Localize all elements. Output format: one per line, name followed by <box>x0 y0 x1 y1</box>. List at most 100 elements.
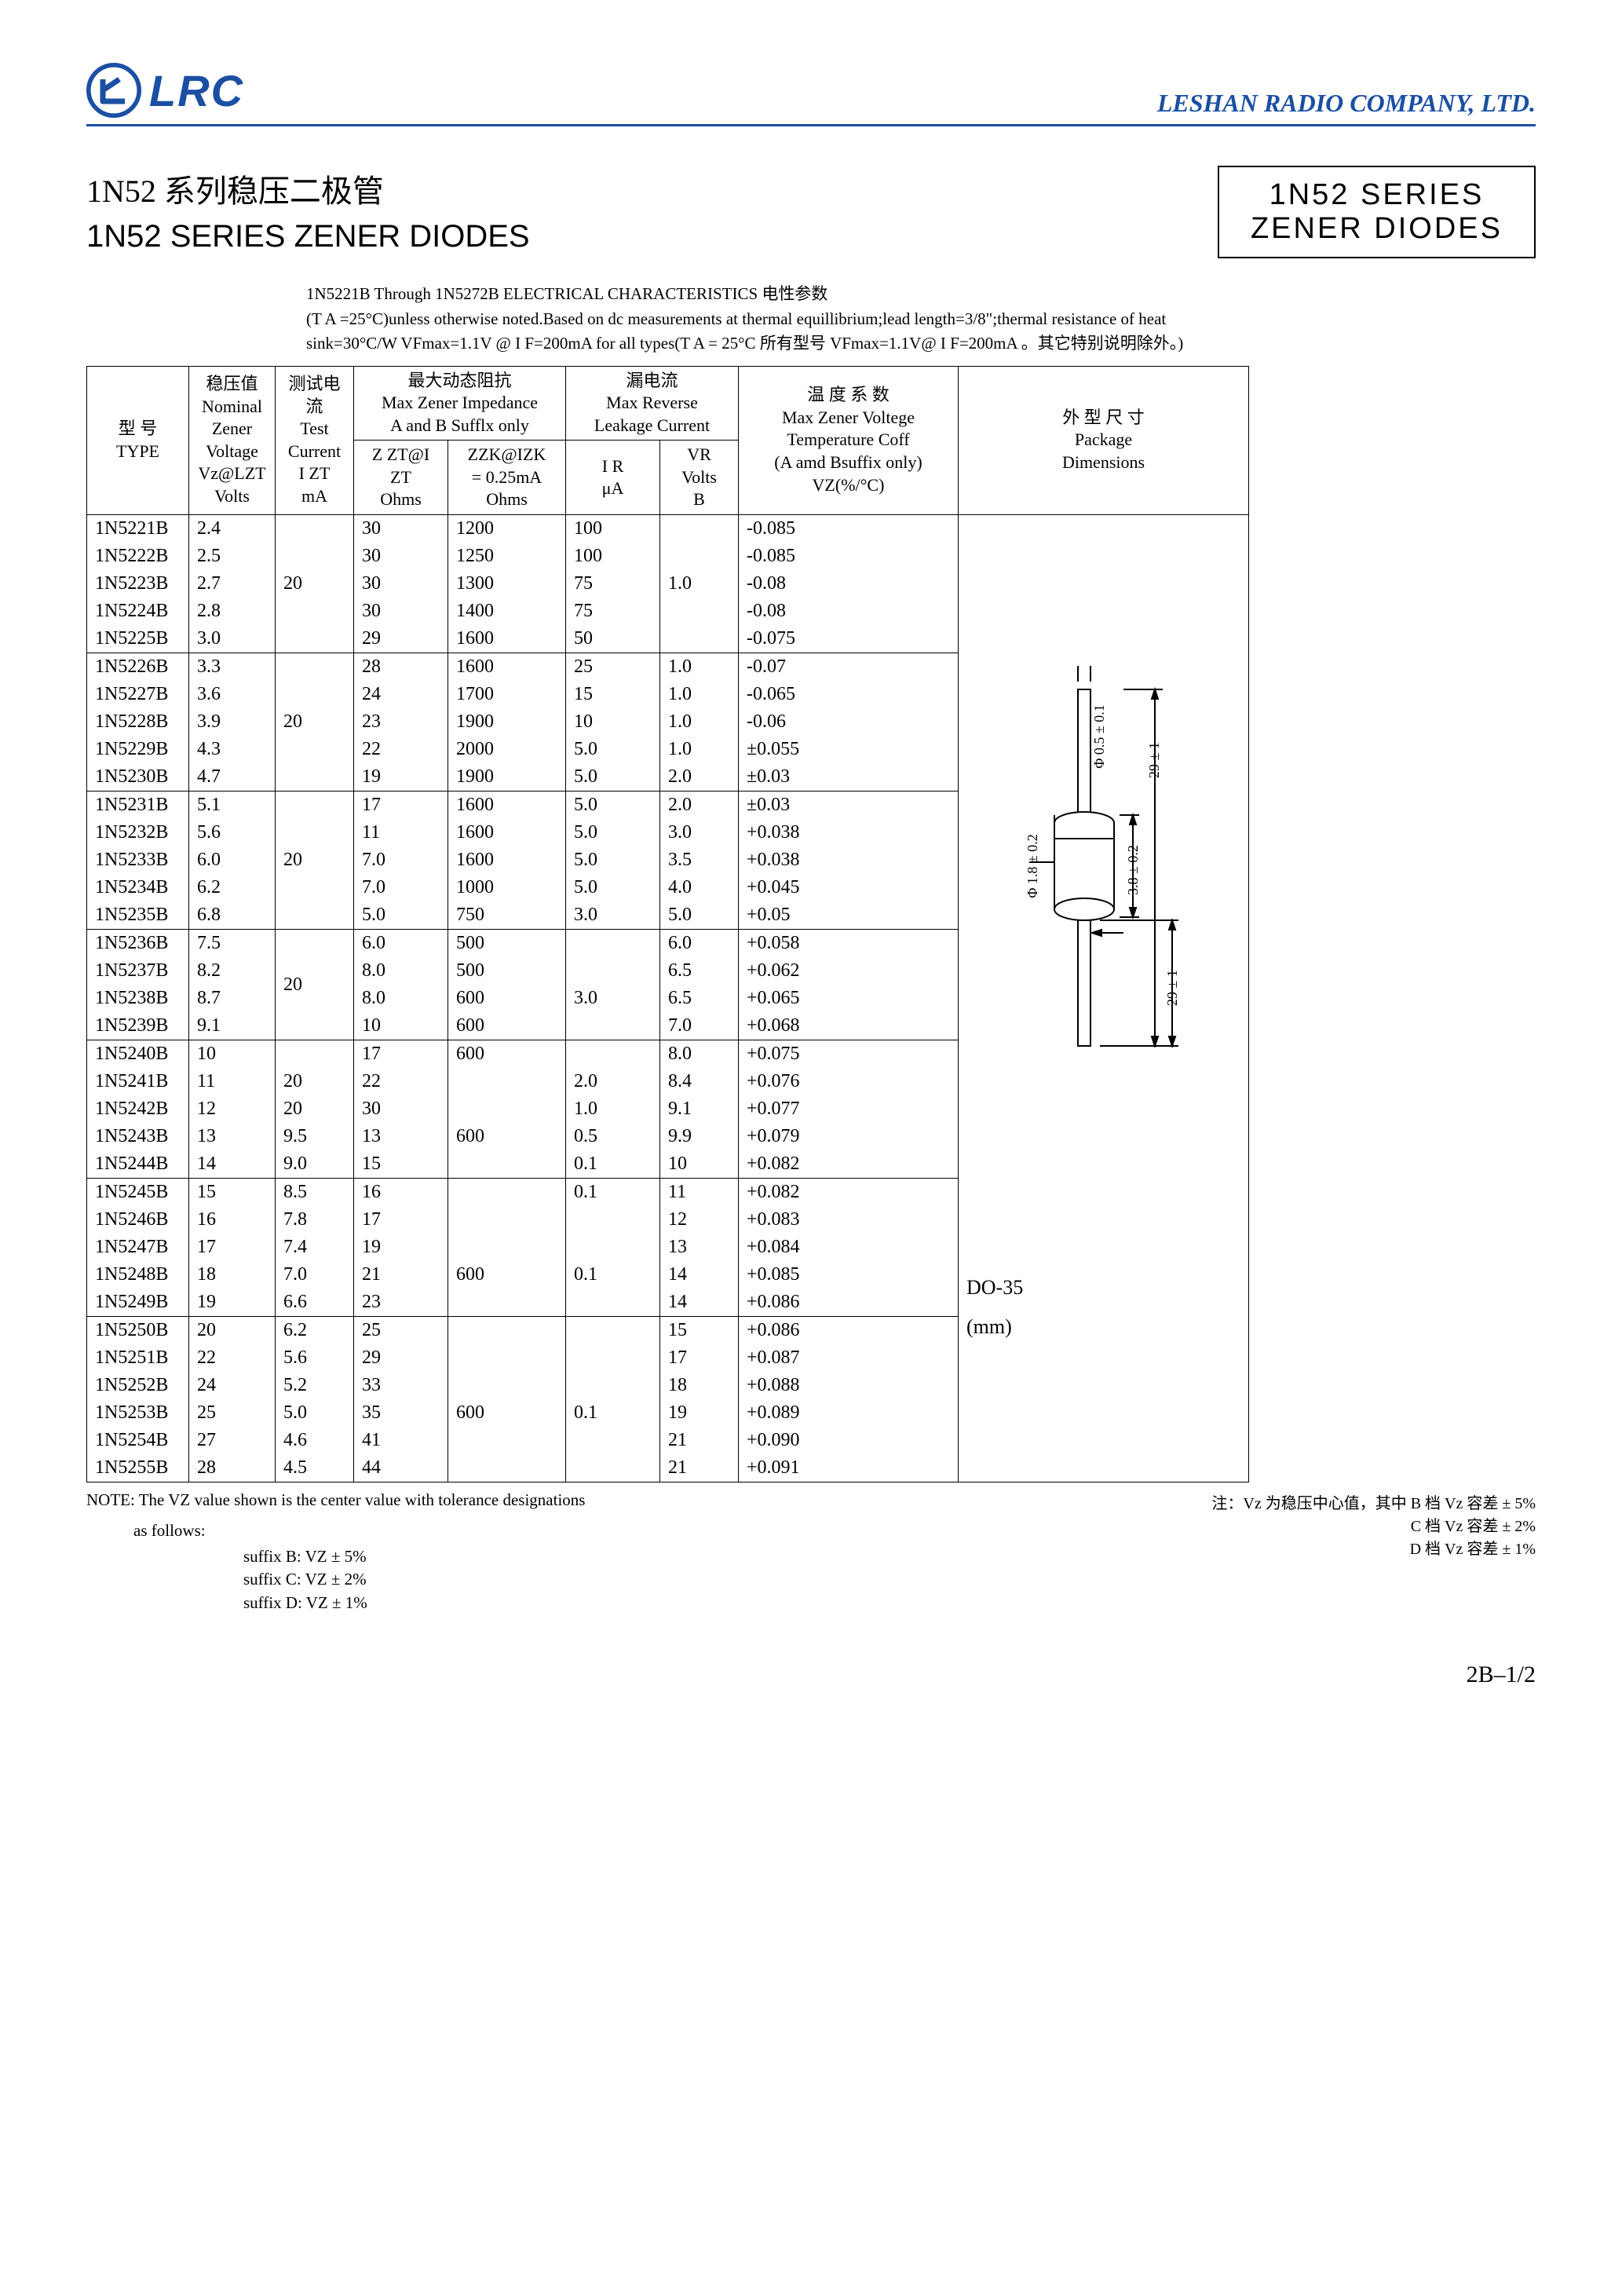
cell-tc: -0.08 <box>739 570 959 598</box>
table-row: 1N5221B 2.4 20 30 1200 100 -0.085 <box>87 515 1249 543</box>
cell-vr: 6.5 <box>660 985 739 1012</box>
cell-izt: 6.6 <box>276 1289 354 1317</box>
header-pkg: 外 型 尺 寸PackageDimensions <box>959 366 1249 515</box>
intro-line-1: 1N5221B Through 1N5272B ELECTRICAL CHARA… <box>306 282 1536 307</box>
cell-vz: 12 <box>189 1095 276 1123</box>
suffix-b: suffix B: VZ ± 5% <box>243 1545 1211 1568</box>
cell-ir: 50 <box>566 625 660 653</box>
series-line-1: 1N52 SERIES <box>1251 178 1503 212</box>
cell-zzt: 35 <box>354 1399 448 1427</box>
cell-vr: 8.4 <box>660 1068 739 1095</box>
cell-vz: 24 <box>189 1372 276 1399</box>
cell-tc: +0.038 <box>739 819 959 846</box>
header-izt: 测试电流TestCurrentI ZTmA <box>276 366 354 515</box>
intro-text: 1N5221B Through 1N5272B ELECTRICAL CHARA… <box>306 282 1536 356</box>
cell-ir: 100 <box>566 515 660 543</box>
cell-tc: +0.091 <box>739 1454 959 1483</box>
cell-vr: 9.1 <box>660 1095 739 1123</box>
cell-zzk: 1900 <box>448 763 566 792</box>
cell-zzk: 1600 <box>448 792 566 820</box>
cell-ir <box>566 1012 660 1040</box>
package-diagram: 29 ± 1 3.8 ± 0.2 29 ± 1 Φ 1.8 ± 0.2 Φ 0.… <box>966 658 1202 1255</box>
cell-izt: 20 <box>276 1068 354 1095</box>
cell-izt: 4.5 <box>276 1454 354 1483</box>
cell-zzk: 600 <box>448 1399 566 1427</box>
cell-zzk <box>448 1068 566 1095</box>
cell-zzt: 22 <box>354 1068 448 1095</box>
cell-type: 1N5223B <box>87 570 189 598</box>
cell-ir: 25 <box>566 653 660 682</box>
cell-zzk: 500 <box>448 930 566 958</box>
cell-vz: 4.7 <box>189 763 276 792</box>
cell-tc: -0.085 <box>739 515 959 543</box>
cell-vr: 6.5 <box>660 957 739 985</box>
cell-ir: 5.0 <box>566 736 660 763</box>
cell-ir: 75 <box>566 598 660 625</box>
cell-vr: 21 <box>660 1454 739 1483</box>
cell-zzt: 22 <box>354 736 448 763</box>
cell-zzk <box>448 1206 566 1234</box>
cell-zzt: 6.0 <box>354 930 448 958</box>
cell-zzk: 750 <box>448 901 566 930</box>
cell-vz: 20 <box>189 1317 276 1345</box>
cell-type: 1N5243B <box>87 1123 189 1150</box>
svg-text:29 ± 1: 29 ± 1 <box>1146 742 1162 778</box>
cell-tc: -0.085 <box>739 543 959 570</box>
cell-ir <box>566 1317 660 1345</box>
cell-tc: -0.065 <box>739 681 959 708</box>
cell-vr: 1.0 <box>660 736 739 763</box>
cell-ir: 100 <box>566 543 660 570</box>
cell-type: 1N5239B <box>87 1012 189 1040</box>
suffix-d: suffix D: VZ ± 1% <box>243 1592 1211 1614</box>
cell-vr: 9.9 <box>660 1123 739 1150</box>
cell-zzt: 30 <box>354 1095 448 1123</box>
cell-ir: 3.0 <box>566 901 660 930</box>
cell-izt <box>276 1040 354 1069</box>
cell-zzk: 1600 <box>448 846 566 874</box>
cell-vz: 10 <box>189 1040 276 1069</box>
cell-type: 1N5251B <box>87 1344 189 1372</box>
cell-izt: 4.6 <box>276 1427 354 1454</box>
cell-zzt: 17 <box>354 1206 448 1234</box>
cell-zzt: 33 <box>354 1372 448 1399</box>
cell-vr: 14 <box>660 1289 739 1317</box>
cell-vz: 2.7 <box>189 570 276 598</box>
cell-type: 1N5253B <box>87 1399 189 1427</box>
cell-type: 1N5248B <box>87 1261 189 1289</box>
cell-zzt: 41 <box>354 1427 448 1454</box>
cell-tc: +0.082 <box>739 1150 959 1179</box>
cell-ir <box>566 1206 660 1234</box>
cell-tc: +0.090 <box>739 1427 959 1454</box>
cell-zzk: 1250 <box>448 543 566 570</box>
cell-zzt: 17 <box>354 1040 448 1069</box>
footnote-left: NOTE: The VZ value shown is the center v… <box>86 1490 1211 1614</box>
cell-ir: 0.1 <box>566 1261 660 1289</box>
cell-zzt: 7.0 <box>354 874 448 901</box>
cell-izt: 5.0 <box>276 1399 354 1427</box>
cell-vz: 5.6 <box>189 819 276 846</box>
cell-vr <box>660 515 739 543</box>
cell-type: 1N5229B <box>87 736 189 763</box>
cell-zzk <box>448 1234 566 1261</box>
cell-zzk: 1600 <box>448 819 566 846</box>
cell-zzk: 1200 <box>448 515 566 543</box>
cell-ir <box>566 1372 660 1399</box>
cell-tc: ±0.03 <box>739 763 959 792</box>
cell-zzk: 1600 <box>448 625 566 653</box>
cell-type: 1N5250B <box>87 1317 189 1345</box>
cell-vz: 28 <box>189 1454 276 1483</box>
cell-tc: +0.079 <box>739 1123 959 1150</box>
title-en: 1N52 SERIES ZENER DIODES <box>86 219 530 254</box>
suffix-c: suffix C: VZ ± 2% <box>243 1568 1211 1591</box>
cell-vz: 14 <box>189 1150 276 1179</box>
cell-tc: ±0.03 <box>739 792 959 820</box>
cell-tc: +0.089 <box>739 1399 959 1427</box>
cell-zzk <box>448 1317 566 1345</box>
cell-zzk: 2000 <box>448 736 566 763</box>
cell-type: 1N5230B <box>87 763 189 792</box>
cell-zzk: 600 <box>448 985 566 1012</box>
cell-type: 1N5236B <box>87 930 189 958</box>
cell-zzt: 28 <box>354 653 448 682</box>
cell-ir: 75 <box>566 570 660 598</box>
cell-type: 1N5224B <box>87 598 189 625</box>
